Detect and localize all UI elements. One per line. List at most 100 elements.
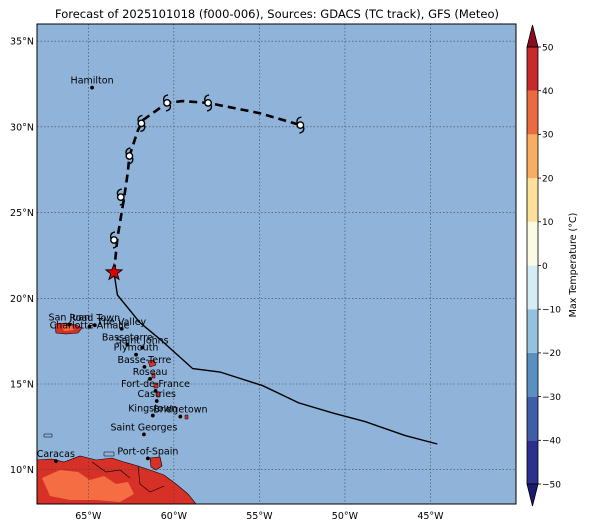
current-position-star-icon bbox=[104, 262, 124, 281]
longitude-tick-label: 45°W bbox=[417, 511, 444, 522]
city-label: The Valley bbox=[96, 317, 146, 328]
colorbar-bin bbox=[527, 47, 538, 91]
city-marker bbox=[92, 323, 97, 328]
city-marker bbox=[119, 326, 124, 331]
city-label: Port-of-Spain bbox=[117, 446, 178, 457]
city-label: Plymouth bbox=[114, 343, 159, 354]
city-marker bbox=[87, 324, 92, 329]
colorbar-extend-high bbox=[526, 24, 539, 48]
land-venezuela-warm-patch bbox=[42, 470, 134, 502]
city-label: Road Town bbox=[69, 313, 120, 324]
longitude-tick-label: 50°W bbox=[332, 511, 359, 522]
colorbar-tick-label: −30 bbox=[542, 393, 561, 403]
city-label: Castries bbox=[138, 389, 177, 400]
city-marker bbox=[148, 376, 152, 381]
longitude-labels: 65°W 60°W 55°W 50°W 45°W bbox=[75, 511, 444, 522]
storm-symbol-icon bbox=[109, 231, 119, 249]
longitude-tick-label: 60°W bbox=[161, 511, 188, 522]
city-marker bbox=[145, 456, 150, 461]
colorbar-label: Max Temperature (°C) bbox=[568, 213, 579, 318]
colorbar-tick-label: 30 bbox=[542, 131, 554, 141]
latitude-tick-label: 20°N bbox=[10, 294, 34, 305]
city-marker bbox=[150, 413, 155, 418]
colorbar-bin bbox=[527, 178, 538, 222]
colorbar-bin bbox=[527, 352, 538, 397]
city-marker bbox=[142, 432, 146, 437]
graticule bbox=[37, 24, 516, 504]
land-venezuela-region-1 bbox=[91, 461, 131, 479]
land-trinidad bbox=[149, 456, 163, 471]
city-marker bbox=[134, 352, 138, 357]
land-puerto-rico-warm bbox=[62, 326, 74, 331]
city-label: Roseau bbox=[133, 367, 168, 378]
latitude-labels: 10°N 15°N 20°N 25°N 30°N 35°N bbox=[10, 37, 34, 477]
city-label: Basseterre bbox=[102, 333, 153, 344]
latitude-tick-label: 25°N bbox=[10, 208, 34, 219]
latitude-tick-label: 10°N bbox=[10, 465, 34, 476]
colorbar-bin bbox=[527, 134, 538, 179]
colorbar-bin bbox=[527, 309, 538, 353]
city-label: Saint Johns bbox=[116, 336, 169, 347]
city-label: Charlotte Amalie bbox=[50, 321, 130, 332]
colorbar-tick-label: 20 bbox=[542, 174, 554, 184]
land-barbados bbox=[184, 414, 189, 420]
map-title: Forecast of 2025101018 (f000-006), Sourc… bbox=[55, 7, 499, 21]
latitude-tick-label: 15°N bbox=[10, 380, 34, 391]
colorbar-tick-label: 50 bbox=[542, 43, 554, 53]
storm-symbol-icon bbox=[296, 116, 305, 134]
colorbar-tick-label: 10 bbox=[542, 218, 554, 228]
colorbar-bin bbox=[527, 265, 538, 310]
colorbar-tick-label: −50 bbox=[542, 480, 561, 490]
city-marker bbox=[90, 85, 94, 90]
city-marker bbox=[125, 342, 130, 347]
colorbar-tick-label: −40 bbox=[542, 437, 561, 447]
city-label: Hamilton bbox=[71, 76, 114, 87]
land-venezuela-region-2 bbox=[137, 465, 165, 493]
city-label: Caracas bbox=[37, 449, 75, 460]
latitude-tick-label: 30°N bbox=[10, 122, 34, 133]
city-marker bbox=[153, 388, 158, 393]
city-marker bbox=[178, 414, 183, 419]
city-label: Bridgetown bbox=[153, 405, 207, 416]
land-layer bbox=[37, 322, 197, 504]
map-frame bbox=[36, 23, 517, 505]
city-marker bbox=[53, 459, 58, 464]
city-marker bbox=[154, 399, 159, 403]
temperature-colorbar: 50 40 30 20 10 0 −10 −20 −30 −40 −50 bbox=[526, 24, 561, 507]
storm-symbol-icon bbox=[116, 188, 125, 206]
colorbar-bin bbox=[527, 221, 538, 266]
land-bonaire-curacao bbox=[43, 433, 53, 438]
colorbar-bin bbox=[527, 440, 538, 484]
land-margarita bbox=[103, 451, 115, 457]
city-label: Basse-Terre bbox=[117, 355, 171, 366]
forecast-symbols bbox=[109, 94, 305, 249]
city-label: Saint Georges bbox=[110, 422, 177, 433]
colorbar-tick-label: 0 bbox=[542, 262, 548, 272]
city-marker bbox=[140, 345, 145, 350]
land-dominica bbox=[151, 372, 156, 379]
colorbar-extend-low bbox=[526, 483, 539, 507]
city-marker bbox=[67, 322, 72, 327]
latitude-tick-label: 35°N bbox=[10, 37, 34, 48]
storm-track-layer bbox=[104, 94, 438, 445]
land-guadeloupe bbox=[147, 359, 157, 368]
storm-symbol-icon bbox=[137, 114, 146, 133]
longitude-tick-label: 55°W bbox=[246, 511, 273, 522]
colorbar-tick-label: −10 bbox=[542, 306, 561, 316]
storm-symbol-icon bbox=[125, 147, 134, 165]
city-label: San Juan bbox=[49, 313, 91, 324]
colorbar-bin bbox=[527, 396, 538, 441]
land-saint-lucia bbox=[156, 391, 161, 398]
colorbar-tick-label: 40 bbox=[542, 87, 554, 97]
storm-symbol-icon bbox=[204, 94, 213, 112]
city-label: Fort-de-France bbox=[121, 379, 190, 390]
city-label: Kingstown bbox=[128, 404, 177, 415]
storm-symbol-icon bbox=[162, 94, 172, 112]
colorbar-bin bbox=[527, 90, 538, 135]
past-track-line bbox=[113, 272, 438, 445]
colorbar-tick-label: −20 bbox=[542, 349, 561, 359]
longitude-tick-label: 65°W bbox=[75, 511, 102, 522]
